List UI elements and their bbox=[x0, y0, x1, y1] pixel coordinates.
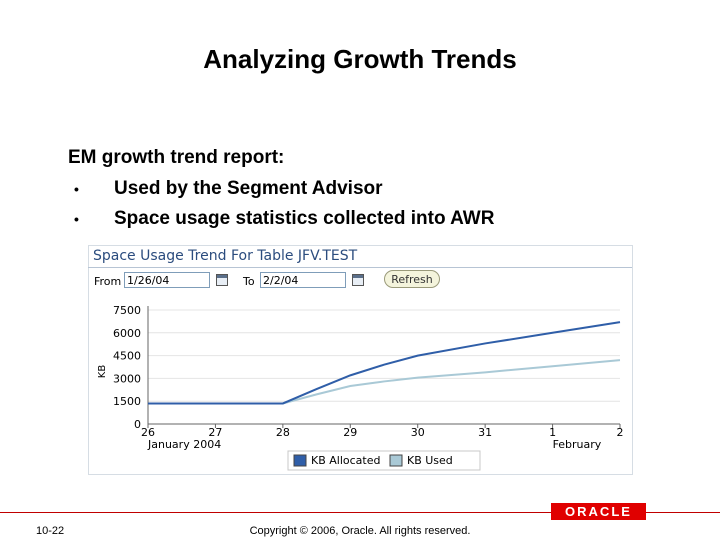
bullet-dot-icon: • bbox=[74, 181, 79, 197]
bullet-text: Space usage statistics collected into AW… bbox=[114, 208, 495, 229]
copyright-text: Copyright © 2006, Oracle. All rights res… bbox=[249, 525, 471, 537]
to-label: To bbox=[243, 275, 255, 288]
from-date-input[interactable]: 1/26/04 bbox=[124, 272, 210, 288]
page-number: 10-22 bbox=[36, 525, 65, 537]
panel-title: Space Usage Trend For Table JFV.TEST bbox=[93, 248, 358, 264]
calendar-icon[interactable] bbox=[352, 274, 364, 286]
bullet-dot-icon: • bbox=[74, 211, 79, 227]
refresh-button[interactable]: Refresh bbox=[384, 270, 440, 288]
slide-title: Analyzing Growth Trends bbox=[203, 44, 517, 74]
y-axis-label: KB bbox=[97, 364, 109, 379]
footer-divider bbox=[0, 512, 720, 513]
bullet-heading: EM growth trend report: bbox=[68, 147, 285, 168]
to-date-input[interactable]: 2/2/04 bbox=[260, 272, 346, 288]
panel-divider bbox=[88, 267, 632, 268]
bullet-text: Used by the Segment Advisor bbox=[114, 178, 383, 199]
calendar-icon[interactable] bbox=[216, 274, 228, 286]
from-label: From bbox=[94, 275, 122, 288]
oracle-logo: ORACLE bbox=[551, 503, 646, 520]
